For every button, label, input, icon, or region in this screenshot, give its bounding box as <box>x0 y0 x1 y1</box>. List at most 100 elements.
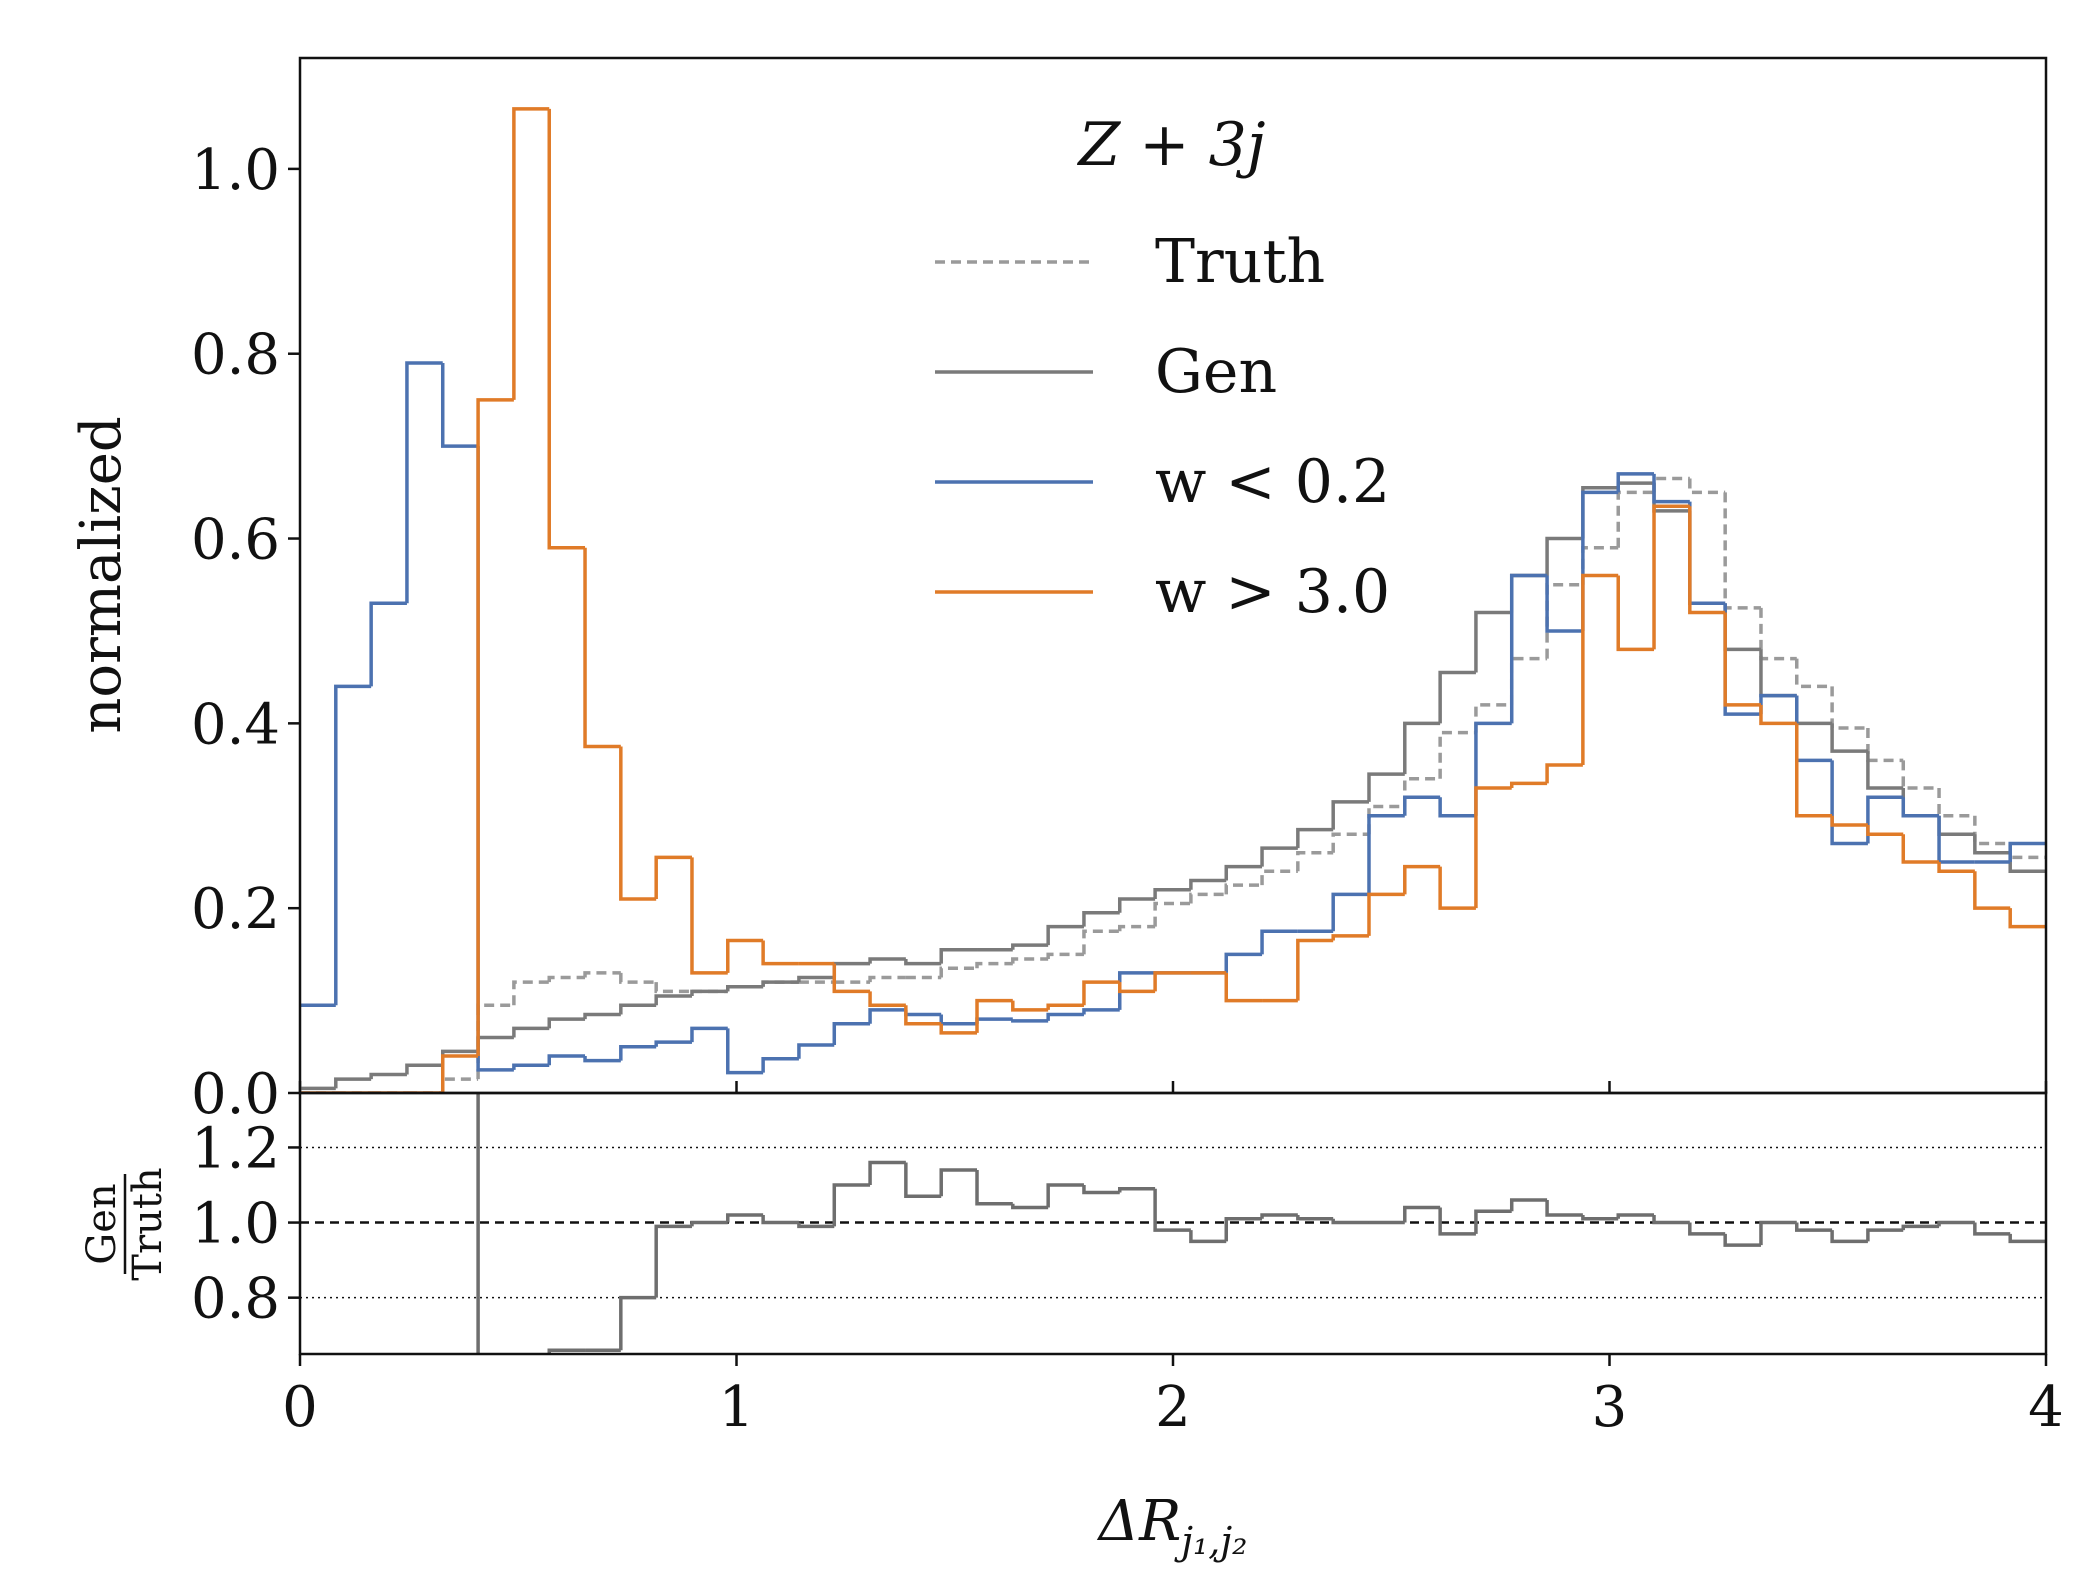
legend-label: w > 3.0 <box>1155 557 1390 627</box>
ratio-step <box>619 1295 657 1351</box>
ratio-step <box>2008 1233 2046 1244</box>
hist-step <box>334 684 372 1006</box>
hist-step <box>1260 846 1298 867</box>
hist-step <box>1937 815 1975 836</box>
hist-step <box>1937 861 1975 873</box>
ratio-step <box>1331 1218 1369 1225</box>
hist-step <box>654 1040 692 1047</box>
hist-step <box>2008 843 2046 860</box>
hist-step <box>1866 751 1904 790</box>
ratio-step <box>1759 1220 1797 1246</box>
hist-step <box>1759 649 1797 698</box>
ratio-y-tick-label: 0.8 <box>191 1267 280 1332</box>
hist-step <box>1011 943 1049 950</box>
hist-step <box>1723 603 1761 652</box>
hist-step <box>1795 695 1833 763</box>
hist-step <box>1581 485 1619 539</box>
hist-step <box>1830 760 1868 846</box>
hist-step <box>726 984 764 992</box>
hist-step <box>1937 788 1975 818</box>
hist-step <box>440 1077 479 1093</box>
hist-step <box>1866 825 1904 836</box>
hist-step <box>1509 573 1548 724</box>
chart-title: Z + 3j <box>1077 110 1266 180</box>
ratio-step <box>1438 1207 1476 1236</box>
hist-step <box>405 1063 443 1075</box>
hist-step <box>440 1054 479 1093</box>
hist-step <box>1046 1003 1084 1010</box>
ratio-step <box>726 1213 764 1223</box>
hist-step <box>1224 972 1263 1003</box>
hist-step <box>1438 866 1476 910</box>
ratio-step <box>1723 1233 1761 1247</box>
ratio-step <box>1830 1230 1868 1244</box>
hist-step <box>619 1045 657 1061</box>
ratio-y-label-numerator: Gen <box>79 1183 125 1264</box>
hist-step <box>1616 490 1655 548</box>
hist-step <box>1759 607 1797 661</box>
x-tick-label: 2 <box>1155 1375 1191 1440</box>
hist-step <box>476 398 514 1057</box>
ratio-step <box>939 1168 978 1197</box>
ratio-step <box>1296 1215 1334 1221</box>
hist-step <box>583 1056 621 1063</box>
hist-step <box>1509 781 1548 789</box>
ratio-step <box>868 1160 906 1186</box>
ratio-step <box>1509 1198 1548 1212</box>
hist-step <box>726 1028 764 1075</box>
hist-step <box>1403 721 1441 775</box>
hist-step <box>1367 772 1405 802</box>
hist-step <box>1545 536 1583 576</box>
hist-step <box>1901 797 1940 818</box>
hist-step <box>797 1043 835 1059</box>
ratio-step <box>1403 1205 1441 1223</box>
hist-step <box>476 1035 514 1052</box>
hist-step <box>1866 727 1904 763</box>
ratio-step <box>975 1169 1013 1206</box>
hist-step <box>939 966 978 978</box>
hist-step <box>1082 980 1120 1006</box>
y-tick-label: 0.2 <box>191 877 280 942</box>
hist-step <box>1153 887 1191 899</box>
hist-step <box>1652 504 1690 650</box>
hist-step <box>1759 704 1797 726</box>
hist-step <box>1616 472 1655 493</box>
hist-step <box>440 1049 479 1066</box>
hist-step <box>1723 492 1761 610</box>
hist-step <box>619 1003 657 1015</box>
hist-step <box>1652 476 1690 493</box>
hist-step <box>1403 795 1441 816</box>
hist-step <box>797 975 835 983</box>
hist-step <box>1901 788 1940 818</box>
x-axis-label-main: ΔR <box>1097 1489 1182 1554</box>
x-tick-label: 3 <box>1592 1375 1628 1440</box>
hist-step <box>1581 573 1619 765</box>
hist-step <box>1082 911 1120 927</box>
ratio-step <box>1616 1213 1655 1219</box>
hist-step <box>547 108 586 550</box>
hist-step <box>1046 1012 1084 1021</box>
hist-step <box>690 989 728 996</box>
hist-step <box>868 975 906 983</box>
ratio-plot <box>476 1093 2046 1421</box>
hist-step <box>369 1072 407 1080</box>
hist-step <box>1795 658 1833 689</box>
hist-step <box>1545 575 1583 633</box>
hist-step <box>1296 938 1334 1001</box>
ratio-step <box>1189 1230 1227 1244</box>
hist-step <box>1153 901 1191 927</box>
ratio-step <box>547 1348 586 1354</box>
hist-step <box>1901 760 1940 790</box>
ratio-step <box>514 1380 549 1421</box>
hist-step <box>1937 815 1975 864</box>
hist-step <box>1438 670 1476 724</box>
hist-step <box>654 982 692 994</box>
y-tick-label: 1.0 <box>191 138 280 203</box>
hist-step <box>1082 1008 1120 1015</box>
ratio-step <box>1260 1213 1298 1219</box>
hist-step <box>1616 575 1655 652</box>
hist-step <box>512 1026 550 1038</box>
ratio-step <box>761 1215 799 1225</box>
ratio-y-tick-label: 1.2 <box>191 1116 280 1181</box>
